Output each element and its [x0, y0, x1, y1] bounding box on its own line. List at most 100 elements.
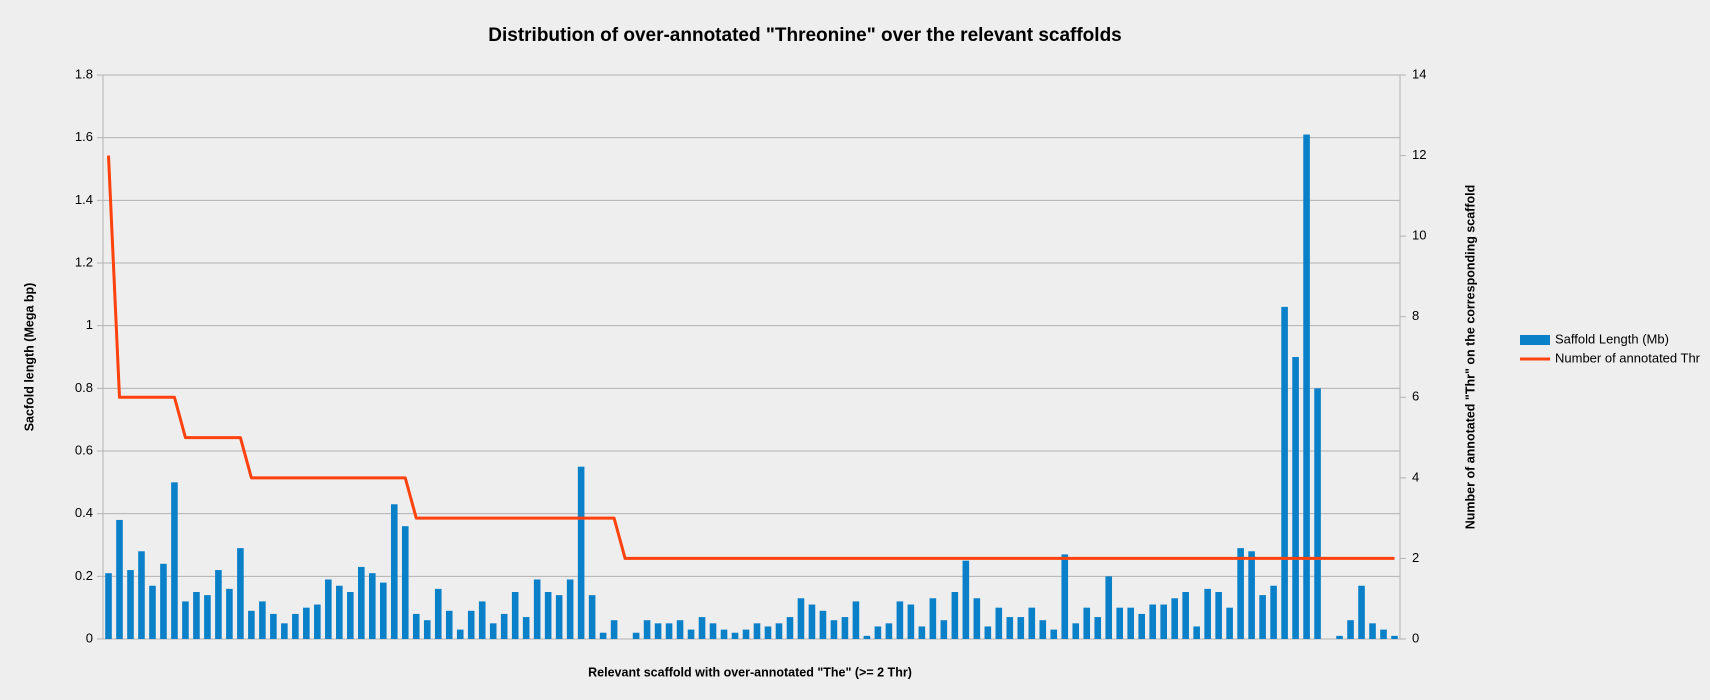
bar	[434, 588, 442, 639]
bar	[358, 566, 365, 639]
bar	[841, 617, 849, 639]
bar	[1314, 388, 1321, 639]
bar	[325, 579, 332, 639]
bar	[1006, 617, 1014, 639]
bar	[918, 626, 926, 639]
bar	[1138, 613, 1145, 639]
bar	[193, 592, 200, 639]
bar	[368, 573, 376, 639]
bar	[127, 570, 134, 639]
bar	[1160, 604, 1167, 639]
legend-label: Saffold Length (Mb)	[1555, 331, 1669, 346]
bar	[896, 601, 904, 639]
bar	[1050, 629, 1058, 639]
bar	[588, 595, 596, 639]
bar	[1171, 598, 1178, 639]
line	[106, 155, 1395, 560]
bar	[1237, 548, 1244, 639]
bar	[1094, 617, 1102, 639]
bar	[1182, 592, 1189, 639]
y2-axis-title: Number of annotated "Thr" on the corresp…	[1463, 185, 1477, 530]
bar	[160, 563, 167, 639]
bar	[347, 592, 354, 639]
bar	[577, 466, 585, 639]
bar	[1127, 607, 1135, 639]
y-tick-label: 0.6	[75, 442, 93, 457]
bar	[863, 635, 871, 639]
y-tick-label: 1.4	[75, 192, 93, 207]
bar	[1358, 585, 1365, 639]
bar	[808, 604, 816, 639]
bar	[654, 623, 662, 639]
bar	[907, 604, 915, 639]
bar	[676, 620, 684, 639]
bar	[775, 623, 783, 639]
bar	[248, 610, 255, 639]
bar	[226, 588, 233, 639]
bar	[116, 519, 123, 639]
bar	[610, 620, 618, 639]
bar	[962, 560, 970, 639]
bar	[182, 601, 189, 639]
bar	[478, 601, 486, 639]
bar	[1270, 585, 1277, 639]
bar	[1204, 588, 1211, 639]
bar	[1347, 620, 1354, 639]
y-tick-label: 1.6	[75, 129, 93, 144]
legend-label: Number of annotated Thr	[1555, 350, 1701, 365]
bar	[401, 526, 409, 639]
bar	[303, 607, 310, 639]
bar	[1215, 592, 1222, 639]
y2-tick-label: 2	[1412, 550, 1419, 565]
x-axis-title: Relevant scaffold with over-annotated "T…	[588, 665, 912, 679]
bar	[1061, 554, 1069, 639]
bar	[643, 620, 651, 639]
bar	[687, 629, 695, 639]
bar	[390, 504, 398, 639]
bar	[1226, 607, 1233, 639]
bar	[1039, 620, 1047, 639]
chart-title: Distribution of over-annotated "Threonin…	[488, 25, 1122, 46]
bar	[412, 613, 420, 639]
bar	[764, 626, 772, 639]
bar	[467, 610, 475, 639]
bar	[511, 592, 519, 639]
y-tick-label: 0.8	[75, 380, 93, 395]
bar	[731, 632, 739, 639]
bar	[544, 592, 552, 639]
bar	[874, 626, 882, 639]
y2-tick-label: 14	[1412, 66, 1426, 81]
legend-swatch	[1520, 335, 1550, 345]
bar	[1292, 357, 1299, 639]
bar	[171, 482, 178, 639]
bar	[1303, 134, 1310, 640]
y2-tick-label: 4	[1412, 469, 1419, 484]
bar	[105, 573, 112, 639]
bar	[599, 632, 607, 639]
bar	[786, 617, 794, 639]
bar	[984, 626, 992, 639]
bar	[215, 570, 222, 639]
y2-tick-label: 12	[1412, 147, 1426, 162]
bar	[281, 623, 288, 639]
bar	[1369, 623, 1376, 639]
bar	[1281, 306, 1288, 639]
bar	[929, 598, 937, 639]
bar	[698, 617, 706, 639]
bar	[259, 601, 266, 639]
y2-tick-label: 6	[1412, 389, 1419, 404]
bar	[138, 551, 145, 639]
bar	[742, 629, 750, 639]
bar	[830, 620, 838, 639]
y-tick-label: 1.8	[75, 66, 93, 81]
bar	[632, 632, 640, 639]
y-tick-label: 0	[86, 630, 93, 645]
bar	[885, 623, 893, 639]
bar	[292, 613, 299, 639]
bar	[940, 620, 948, 639]
bar	[720, 629, 728, 639]
bar	[336, 585, 343, 639]
bar	[533, 579, 541, 639]
